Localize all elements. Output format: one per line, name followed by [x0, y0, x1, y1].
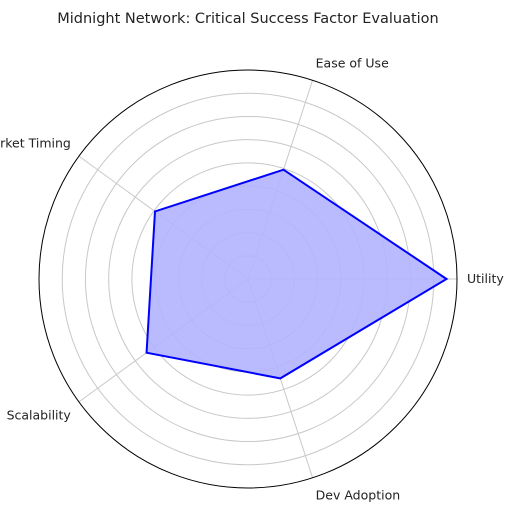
axis-label: Utility: [467, 271, 504, 286]
outer-frame: [38, 69, 458, 489]
axis-labels: Utility Ease of Use Market Timing Scalabili…: [0, 56, 504, 503]
axis-label: Dev Adoption: [316, 487, 400, 502]
chart-title: Midnight Network: Critical Success Facto…: [57, 11, 439, 27]
series-line: [145, 168, 449, 380]
axis-label: Market Timing: [0, 135, 71, 150]
series-area: [146, 169, 447, 379]
axis-label: Ease of Use: [316, 56, 389, 71]
data-layer: [145, 168, 449, 380]
axis-label: Scalability: [7, 408, 72, 423]
